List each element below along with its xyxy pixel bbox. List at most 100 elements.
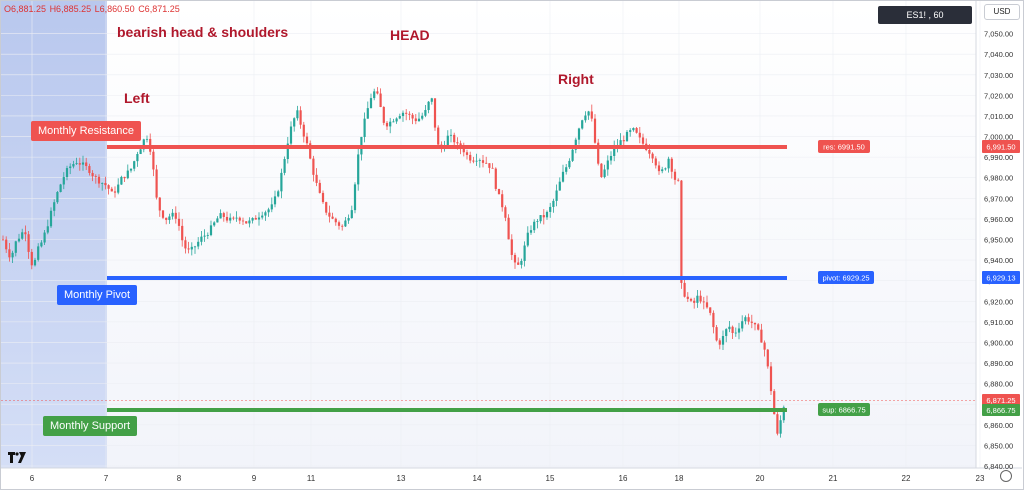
- candle-body: [8, 249, 11, 258]
- candle-body: [408, 113, 411, 115]
- res-tag-box: [818, 140, 870, 153]
- candle-body: [574, 139, 577, 150]
- x-tick-label: 20: [756, 474, 765, 483]
- candle-body: [430, 98, 433, 102]
- candle-body: [139, 149, 142, 155]
- candle-body: [222, 213, 225, 217]
- candle-body: [373, 91, 376, 99]
- y-tick-label: 6,910.00: [984, 318, 1013, 327]
- candle-body: [289, 126, 293, 144]
- pivot-tag: pivot: 6929.25: [822, 274, 869, 283]
- last-price-axis-value: 6,871.25: [986, 396, 1015, 405]
- symbol-label[interactable]: ES1! , 60: [878, 6, 972, 24]
- candle-body: [725, 329, 728, 337]
- support-callout: Monthly Support: [43, 416, 138, 436]
- candle-body: [1, 239, 5, 241]
- candle-body: [107, 185, 110, 189]
- close-value: C6,871.25: [138, 4, 180, 14]
- candle-body: [264, 212, 267, 216]
- candle-body: [469, 154, 472, 161]
- candle-body: [401, 112, 405, 117]
- candle-body: [760, 329, 763, 343]
- candle-body: [504, 207, 507, 218]
- candle-body: [526, 232, 529, 246]
- candle-body: [651, 153, 654, 159]
- candle-body: [398, 116, 401, 119]
- candle-body: [43, 232, 46, 243]
- candle-body: [257, 217, 261, 220]
- candle-body: [405, 112, 408, 114]
- pivot-callout: Monthly Pivot: [57, 285, 138, 305]
- candle-body: [488, 163, 491, 168]
- candle-body: [379, 93, 382, 108]
- candle-body: [328, 212, 331, 217]
- y-tick-label: 6,890.00: [984, 359, 1013, 368]
- candle-body: [232, 217, 235, 219]
- candle-body: [629, 130, 632, 132]
- candle-body: [529, 230, 533, 233]
- candle-body: [283, 159, 286, 173]
- candle-body: [337, 222, 341, 226]
- candle-body: [501, 194, 504, 208]
- y-tick-label: 7,050.00: [984, 30, 1013, 39]
- candle-body: [696, 295, 699, 303]
- plot-background: [1, 1, 976, 468]
- x-tick-label: 22: [902, 474, 911, 483]
- candle-body: [341, 225, 344, 227]
- candle-body: [523, 245, 526, 261]
- candle-body: [46, 226, 49, 233]
- candle-body: [193, 246, 197, 248]
- candle-body: [97, 176, 101, 184]
- candle-body: [568, 160, 571, 168]
- candle-body: [209, 225, 213, 236]
- candle-body: [472, 160, 475, 162]
- candle-body: [197, 241, 200, 247]
- candle-body: [395, 118, 398, 122]
- candle-body: [229, 217, 232, 221]
- candle-body: [481, 160, 485, 163]
- candle-body: [27, 234, 30, 252]
- candle-body: [581, 120, 584, 129]
- res-axis-value: 6,991.50: [986, 143, 1015, 152]
- candle-body: [545, 211, 549, 218]
- candle-body: [129, 168, 133, 171]
- candle-body: [427, 101, 430, 111]
- candle-body: [14, 241, 17, 253]
- resistance-callout: Monthly Resistance: [31, 121, 141, 141]
- gear-icon[interactable]: [1000, 470, 1012, 482]
- candle-body: [117, 184, 120, 193]
- candle-body: [219, 213, 222, 219]
- currency-button[interactable]: USD: [984, 4, 1020, 20]
- candle-body: [565, 167, 568, 172]
- candle-body: [30, 251, 33, 266]
- candle-body: [510, 239, 513, 255]
- candle-body: [238, 217, 241, 221]
- candle-body: [485, 162, 488, 164]
- candle-body: [389, 121, 392, 127]
- candle-body: [17, 238, 21, 242]
- candle-body: [123, 176, 126, 179]
- candle-body: [773, 391, 776, 415]
- pivot-axis-badge: [982, 271, 1020, 284]
- candle-body: [334, 218, 337, 223]
- ohlc-readout: O6,881.25 H6,885.25 L6,860.50 C6,871.25: [4, 4, 181, 14]
- candle-body: [693, 300, 696, 303]
- candle-body: [606, 160, 609, 170]
- x-axis: 6 7 8 9 11 13 14 15 16 18 20 21 22 23: [30, 474, 985, 483]
- y-tick-label: 6,990.00: [984, 153, 1013, 162]
- candle-body: [597, 142, 600, 164]
- candle-body: [465, 152, 469, 155]
- candle-body: [734, 332, 737, 334]
- candle-body: [641, 137, 645, 144]
- candle-body: [88, 166, 91, 173]
- candle-body: [299, 110, 302, 125]
- candle-body: [677, 179, 680, 181]
- candle-body: [101, 183, 104, 184]
- candle-body: [549, 206, 552, 212]
- candle-body: [638, 132, 641, 138]
- candle-body: [331, 216, 334, 219]
- candle-body: [277, 191, 280, 197]
- candle-body: [225, 216, 229, 221]
- candle-body: [385, 122, 389, 127]
